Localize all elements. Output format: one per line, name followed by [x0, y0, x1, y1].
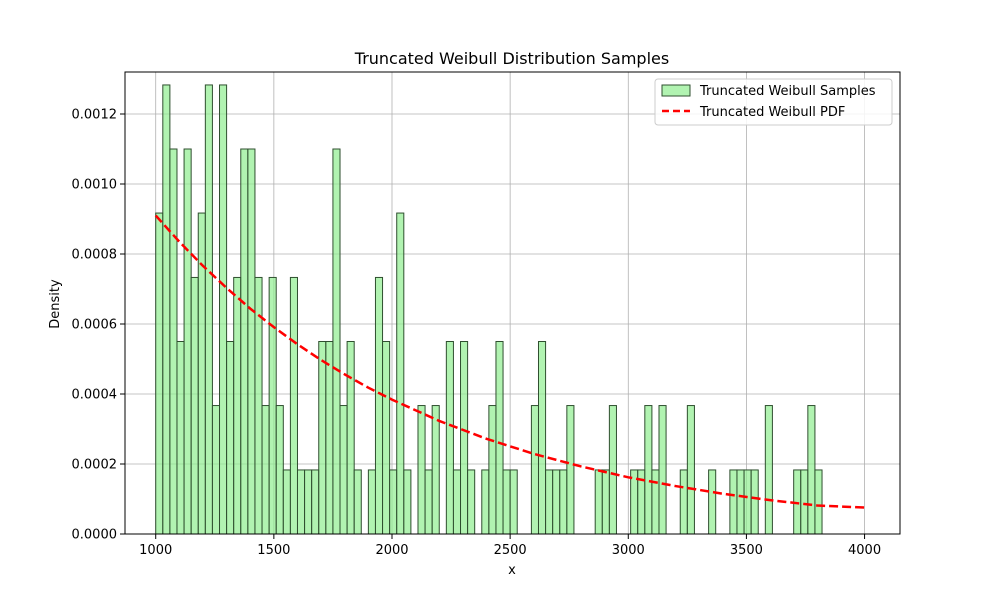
- histogram-bar: [736, 469, 745, 535]
- histogram-bar: [304, 469, 313, 535]
- histogram-bar: [353, 469, 362, 535]
- histogram-bar: [296, 469, 306, 535]
- histogram-bar: [417, 405, 426, 535]
- histogram-bar: [197, 212, 206, 535]
- histogram-bar: [679, 469, 688, 535]
- histogram-bar: [190, 276, 199, 535]
- histogram-bar: [311, 469, 320, 535]
- histogram-bar: [488, 405, 497, 535]
- histogram-bar: [509, 469, 518, 535]
- x-tick-label: 1500: [257, 543, 290, 558]
- histogram-bar: [658, 405, 667, 535]
- histogram-bar: [431, 405, 440, 535]
- histogram-bar: [481, 469, 490, 535]
- histogram-bar: [282, 469, 291, 535]
- histogram-bar: [502, 469, 511, 535]
- histogram-bar: [814, 469, 823, 535]
- histogram-bar: [495, 341, 504, 535]
- histogram-bar: [325, 341, 334, 535]
- histogram-bar: [545, 469, 554, 535]
- histogram-bar: [566, 405, 575, 535]
- x-tick-label: 1000: [139, 543, 172, 558]
- legend: Truncated Weibull Samples Truncated Weib…: [654, 78, 893, 126]
- histogram-bar: [332, 148, 341, 535]
- histogram-bar: [644, 405, 653, 535]
- histogram-bar: [729, 469, 738, 535]
- histogram-bar: [204, 84, 213, 535]
- histogram-bar: [367, 469, 376, 535]
- histogram-bar: [559, 469, 568, 535]
- histogram-bar: [275, 405, 284, 535]
- legend-label-samples: Truncated Weibull Samples: [699, 84, 876, 99]
- x-tick-label: 3500: [730, 543, 763, 558]
- histogram-bar: [467, 469, 476, 535]
- histogram-bar: [807, 405, 816, 535]
- histogram-bar: [183, 148, 192, 535]
- plot-frame: [124, 71, 901, 535]
- histogram-bar: [530, 405, 539, 535]
- histogram-bar: [403, 469, 412, 535]
- histogram-bar: [211, 405, 221, 535]
- histogram-bar: [460, 341, 469, 535]
- histogram-bar: [318, 341, 327, 535]
- histogram-bar: [176, 341, 185, 535]
- histogram-bar: [708, 469, 717, 535]
- histogram-bar: [155, 212, 164, 535]
- histogram-bar: [445, 341, 454, 535]
- histogram-bar: [424, 469, 433, 535]
- histogram-bar: [247, 148, 256, 535]
- histogram-bar: [389, 469, 398, 535]
- legend-label-pdf: Truncated Weibull PDF: [699, 105, 845, 120]
- pdf-line: [154, 214, 865, 509]
- x-tick-label: 4000: [848, 543, 881, 558]
- y-tick-label: 0.0000: [72, 528, 118, 543]
- histogram-bar: [552, 469, 561, 535]
- histogram-bar: [396, 212, 405, 535]
- histogram-bar: [601, 469, 610, 535]
- histogram-bar: [226, 341, 235, 535]
- histogram-bar: [233, 276, 242, 535]
- legend-box: [654, 78, 893, 126]
- histogram-bar: [261, 405, 270, 535]
- histogram-bar: [764, 405, 773, 535]
- histogram-bar: [743, 469, 752, 535]
- histogram-bar: [162, 84, 171, 535]
- histogram-bar: [537, 341, 547, 535]
- x-tick-label: 3000: [612, 543, 645, 558]
- x-tick-label: 2000: [375, 543, 408, 558]
- histogram-bar: [686, 405, 695, 535]
- y-tick-label: 0.0004: [72, 388, 118, 403]
- y-tick-label: 0.0002: [72, 458, 118, 473]
- x-tick-label: 2500: [494, 543, 527, 558]
- y-tick-label: 0.0006: [72, 318, 118, 333]
- histogram-bar: [289, 276, 298, 535]
- histogram-bar: [800, 469, 809, 535]
- histogram-bars: [155, 84, 823, 535]
- pdf-line-layer: [154, 214, 865, 509]
- histogram-bar: [219, 84, 228, 535]
- histogram-bar: [240, 148, 249, 535]
- histogram-bar: [339, 405, 348, 535]
- histogram-bar: [382, 341, 391, 535]
- y-tick-label: 0.0010: [72, 178, 118, 193]
- y-axis-label: Density: [48, 279, 63, 329]
- x-axis-ticks: 1000 1500 2000 2500 3000 3500 4000: [139, 534, 881, 558]
- histogram-bar: [268, 276, 277, 535]
- histogram-bar: [608, 405, 617, 535]
- y-axis-ticks: 0.0000 0.0002 0.0004 0.0006 0.0008 0.0010 0.00…: [72, 108, 125, 543]
- histogram-bar: [346, 341, 355, 535]
- histogram-bar: [594, 469, 603, 535]
- x-axis-label: x: [508, 563, 516, 578]
- histogram-bar: [374, 276, 384, 535]
- legend-swatch-samples: [661, 84, 691, 97]
- histogram-bar: [651, 469, 660, 535]
- histogram-bar: [750, 469, 759, 535]
- histogram-bar: [169, 148, 178, 535]
- y-tick-label: 0.0008: [72, 248, 118, 263]
- y-tick-label: 0.0012: [72, 108, 118, 123]
- chart-title: Truncated Weibull Distribution Samples: [354, 49, 669, 68]
- histogram-bar: [452, 469, 462, 535]
